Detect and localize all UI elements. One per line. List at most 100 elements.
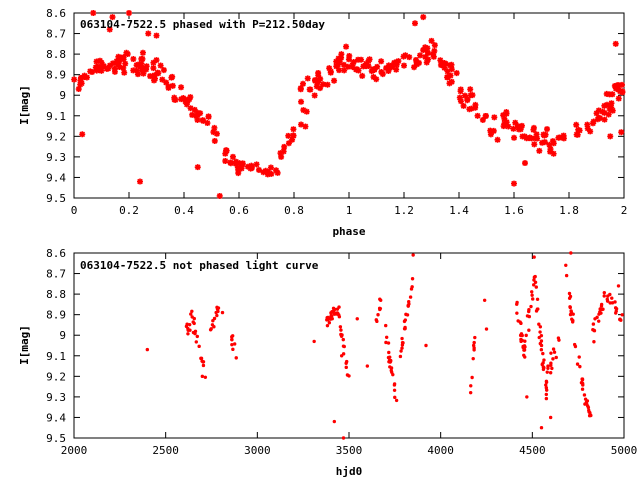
phased-data-point [385,62,392,69]
unphased-data-point [544,396,549,401]
unphased-data-point [191,320,195,324]
phased-data-point [457,88,464,95]
phased-data-point [120,64,127,71]
unphased-data-point [187,322,192,327]
phased-data-point [122,60,129,67]
phased-data-point [541,139,548,146]
phased-data-point [183,101,190,108]
phased-data-point [297,85,304,92]
unphased-y-tick-label: 9.5 [46,432,66,445]
phased-data-point [355,67,362,74]
unphased-data-point [583,402,587,406]
unphased-data-point [539,343,544,348]
phased-data-point [393,61,400,68]
phased-data-point [437,62,444,69]
phased-data-point [172,96,179,103]
phased-data-point [227,159,234,166]
phased-data-point [402,52,409,59]
unphased-data-point [551,347,556,351]
phased-data-point [90,10,97,16]
phased-x-ticks: 0 0.2 0.4 0.6 0.8 1 1.2 1.4 1.6 1.8 2 [71,13,628,217]
unphased-data-point [388,365,392,369]
phased-data-point [338,51,345,58]
phased-data-point [114,61,121,68]
phased-x-axis-label: phase [332,225,365,238]
phased-data-point [346,52,353,59]
unphased-data-point [535,297,540,301]
unphased-data-point [471,356,475,361]
phased-data-point [444,74,451,81]
unphased-y-ticks: 8.6 8.7 8.8 8.9 9 9.1 9.2 9.3 9.4 9.5 [46,247,624,445]
phased-data-point [393,66,400,73]
unphased-data-point [186,332,190,336]
unphased-data-point [332,419,337,424]
phased-data-point [116,54,123,61]
phased-data-point [618,81,625,88]
unphased-data-point [541,367,546,372]
phased-data-point [442,60,449,67]
unphased-data-point [145,347,150,352]
unphased-data-point [570,317,574,321]
phased-y-axis-label: I[mag] [18,85,31,125]
phased-data-point [169,73,176,80]
unphased-data-point [538,325,543,329]
phased-data-point [534,135,541,142]
phased-data-point [307,86,314,93]
unphased-data-point [602,290,607,295]
unphased-data-point [580,377,585,381]
phased-data-point [542,131,549,138]
phased-data-point [453,70,460,77]
phased-data-point [460,102,467,109]
phased-x-tick-label: 2 [621,204,628,217]
unphased-chart: 2000 2500 3000 3500 4000 4500 5000 8.68.78.88.… [18,247,637,478]
unphased-data-point [531,297,535,301]
unphased-data-point [232,342,237,346]
phased-y-tick-label: 8.9 [46,69,66,82]
phased-data-point [430,53,437,60]
phased-data-point [312,77,319,84]
phased-data-point [109,60,116,67]
phased-data-point [609,107,616,114]
unphased-data-point [200,359,204,363]
phased-data-point [79,131,86,138]
phased-chart: 0 0.2 0.4 0.6 0.8 1 1.2 1.4 1.6 1.8 2 8.6 8.7 8.8 8.9… [18,7,627,238]
unphased-data-point [578,364,582,369]
unphased-data-point [569,310,574,314]
phased-x-tick-label: 0.6 [229,204,249,217]
phased-data-point [311,92,318,99]
unphased-data-point [582,393,587,397]
unphased-x-tick-label: 5000 [611,444,638,457]
unphased-data-point [545,370,549,374]
phased-data-point [345,56,352,63]
unphased-data-point [209,327,213,331]
unphased-data-point [548,371,553,375]
phased-data-point [464,96,471,103]
unphased-y-tick-label: 8.9 [46,309,66,322]
unphased-data-point [544,392,549,397]
unphased-data-point [378,306,383,311]
phased-data-point [371,66,378,73]
phased-data-point [584,125,591,132]
phased-data-point [153,32,160,39]
phased-data-point [193,113,200,120]
phased-data-point [607,133,614,140]
unphased-data-point [325,323,330,328]
unphased-data-point [409,287,414,291]
unphased-data-point [583,397,588,401]
unphased-y-tick-label: 8.7 [46,268,66,281]
phased-y-tick-label: 9.4 [46,171,66,184]
unphased-data-point [538,330,542,334]
phased-data-point [197,110,204,117]
phased-x-tick-label: 1.2 [394,204,414,217]
unphased-data-point [392,388,397,392]
phased-x-tick-label: 1.4 [449,204,469,217]
unphased-data-point [575,362,580,366]
unphased-data-point [548,415,553,420]
unphased-data-point [407,302,411,306]
unphased-data-point [572,342,577,347]
unphased-data-point [539,333,544,338]
phased-data-point [123,49,130,56]
unphased-data-point [519,321,523,326]
unphased-data-point [523,339,527,343]
unphased-data-point [532,283,536,287]
